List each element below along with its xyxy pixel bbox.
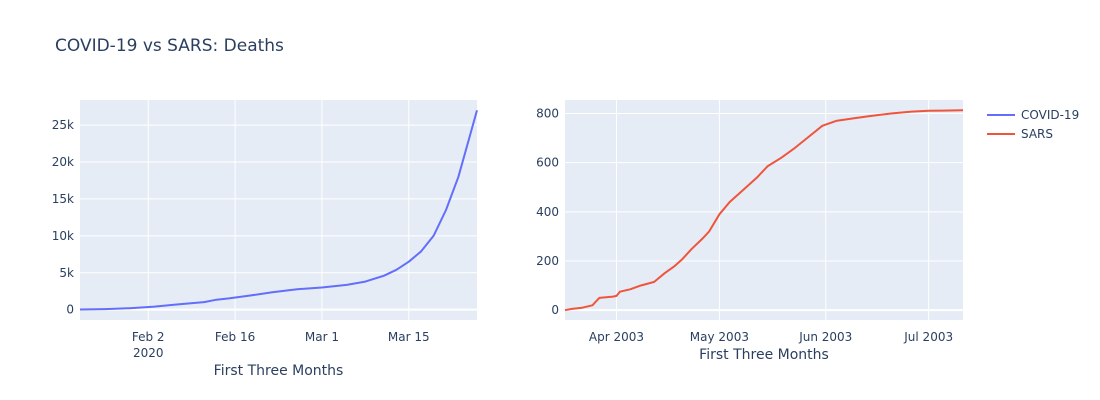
x-tick-label: Jun 2003	[798, 330, 852, 344]
y-tick-label: 400	[536, 205, 559, 219]
x-tick-label: Feb 16	[215, 330, 255, 344]
legend-label-covid: COVID-19	[1021, 108, 1079, 122]
y-tick-label: 800	[536, 107, 559, 121]
y-tick-label: 25k	[52, 118, 74, 132]
legend-item-covid[interactable]: COVID-19	[987, 108, 1079, 122]
x-tick-label: May 2003	[690, 330, 749, 344]
x-axis-title: First Three Months	[699, 347, 829, 363]
x-tick-label: Jul 2003	[903, 330, 953, 344]
y-tick-label: 15k	[52, 192, 74, 206]
y-tick-label: 0	[551, 303, 559, 317]
legend-item-sars[interactable]: SARS	[987, 127, 1053, 141]
plot-background	[80, 100, 477, 320]
chart-title: COVID-19 vs SARS: Deaths	[55, 36, 284, 56]
sars-subplot: 0 200 400 600 800 Apr 2003 May 2003 Jun 2003 Jul…	[536, 100, 964, 363]
x-axis-title: First Three Months	[214, 363, 344, 379]
x-tick-label: Feb 2	[132, 330, 165, 344]
x-tick-sublabel: 2020	[133, 346, 164, 360]
y-tick-label: 200	[536, 254, 559, 268]
plot-background	[565, 100, 963, 320]
y-tick-label: 5k	[59, 266, 74, 280]
legend: COVID-19 SARS	[987, 108, 1079, 141]
x-tick-label: Apr 2003	[589, 330, 644, 344]
y-tick-label: 20k	[52, 155, 74, 169]
series-line-covid-19[interactable]	[79, 110, 478, 311]
covid-subplot: 0 5k 10k 15k 20k 25k Feb 2 2020 Feb 16 Mar 1 Mar 1…	[52, 100, 478, 379]
legend-label-sars: SARS	[1021, 127, 1053, 141]
y-tick-label: 10k	[52, 229, 74, 243]
x-tick-label: Mar 15	[388, 330, 430, 344]
y-tick-label: 600	[536, 156, 559, 170]
x-tick-label: Mar 1	[305, 330, 339, 344]
y-tick-label: 0	[66, 303, 74, 317]
series-line-sars[interactable]	[564, 109, 964, 312]
